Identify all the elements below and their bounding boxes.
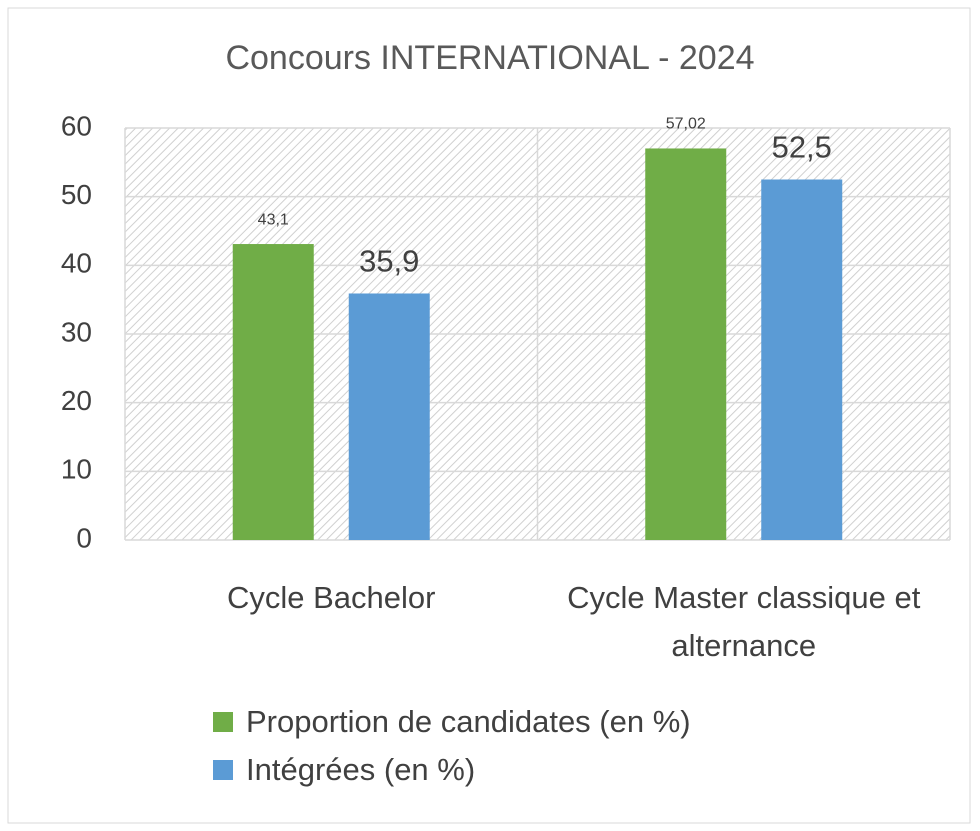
- legend-label: Proportion de candidates (en %): [246, 704, 691, 739]
- y-tick-label: 0: [76, 522, 92, 553]
- y-tick-label: 30: [61, 316, 92, 347]
- bar: [348, 293, 430, 540]
- legend-label: Intégrées (en %): [246, 752, 475, 787]
- data-label: 57,02: [666, 116, 706, 133]
- bar: [761, 179, 843, 540]
- data-label: 43,1: [258, 211, 289, 228]
- y-tick-label: 40: [61, 248, 92, 279]
- chart-title: Concours INTERNATIONAL - 2024: [225, 39, 754, 77]
- legend-swatch: [213, 760, 233, 780]
- x-tick-label: Cycle Master classique et alternance: [567, 580, 921, 663]
- y-tick-label: 50: [61, 179, 92, 210]
- chart-border: [7, 7, 971, 824]
- x-tick-label: Cycle Bachelor: [227, 580, 436, 615]
- data-label: 52,5: [772, 130, 832, 165]
- y-tick-label: 60: [61, 110, 92, 141]
- y-tick-label: 10: [61, 454, 92, 485]
- bar: [232, 244, 314, 540]
- bar: [645, 148, 727, 541]
- y-tick-label: 20: [61, 385, 92, 416]
- data-label: 35,9: [359, 244, 419, 279]
- legend-swatch: [213, 712, 233, 732]
